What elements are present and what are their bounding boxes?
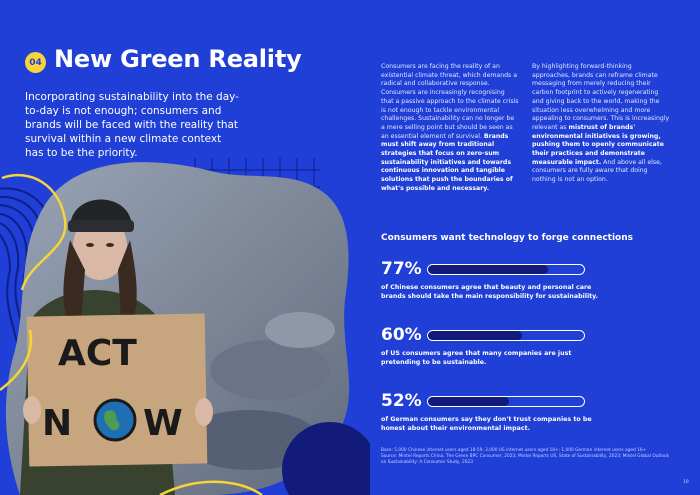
stat-progress-bar [427, 396, 585, 407]
body-column-2: By highlighting forward-thinking approac… [532, 63, 670, 185]
body-text: And above all else, consumers are fully … [532, 158, 662, 184]
sign-text-w: W [143, 403, 183, 444]
yellow-outline-graphic [0, 173, 263, 495]
body-text: Consumers are facing the reality of an e… [381, 63, 519, 140]
stat-percentage: 60% [381, 325, 422, 345]
stat-percentage: 52% [381, 391, 422, 411]
sign-text-n: N [42, 403, 72, 444]
source-base-text: Base: 5,000 Chinese internet users aged … [381, 448, 647, 453]
stat-percentage: 77% [381, 259, 422, 279]
stat-description: of Chinese consumers agree that beauty a… [381, 284, 599, 300]
sign-text-act: ACT [58, 333, 137, 374]
body-column-1: Consumers are facing the reality of an e… [381, 63, 519, 194]
body-text: By highlighting forward-thinking approac… [532, 63, 670, 131]
page-title: New Green Reality [54, 45, 302, 73]
intro-paragraph: Incorporating sustainability into the da… [25, 91, 239, 159]
source-note: Base: 5,000 Chinese internet users aged … [381, 448, 671, 466]
stats-heading: Consumers want technology to forge conne… [381, 233, 633, 243]
stat-progress-bar [427, 330, 585, 341]
body-text-bold: mistrust of brands' environmental initia… [532, 123, 664, 166]
stat-progress-fill [428, 397, 510, 406]
protester-photo: ACT N W [5, 162, 350, 495]
stat-progress-fill [428, 265, 549, 274]
stat-description: of German consumers say they don't trust… [381, 416, 592, 432]
stat-description: of US consumers agree that many companie… [381, 350, 572, 366]
stat-progress-bar [427, 264, 585, 275]
page-number: 19 [683, 480, 689, 485]
source-citation-text: Source: Mintel Reports China, The Green … [381, 454, 670, 465]
photo-collage: ACT N W [0, 158, 370, 495]
dark-circle-graphic [282, 422, 370, 495]
section-number-badge: 04 [25, 52, 46, 73]
body-text-bold: Brands must shift away from traditional … [381, 132, 513, 192]
stat-progress-fill [428, 331, 522, 340]
